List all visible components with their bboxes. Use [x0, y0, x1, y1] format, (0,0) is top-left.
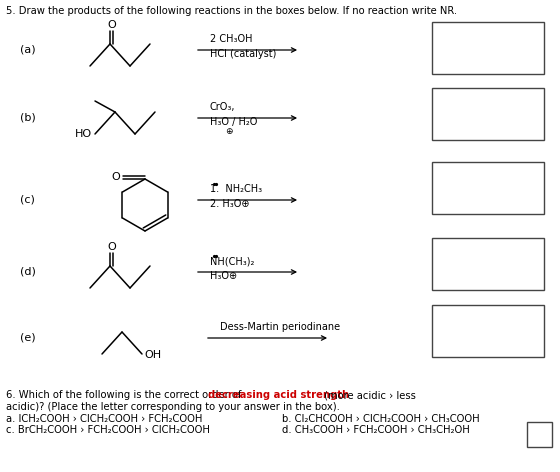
Text: (d): (d) [20, 267, 36, 277]
Text: O: O [107, 242, 116, 252]
Text: acidic)? (Place the letter corresponding to your answer in the box).: acidic)? (Place the letter corresponding… [6, 402, 340, 412]
Text: decreasing acid strength: decreasing acid strength [208, 390, 349, 400]
Text: (e): (e) [20, 333, 36, 343]
Text: 5. Draw the products of the following reactions in the boxes below. If no reacti: 5. Draw the products of the following re… [6, 6, 457, 16]
Text: 2 CH₃OH: 2 CH₃OH [210, 34, 253, 44]
Text: d. CH₃COOH › FCH₂COOH › CH₃CH₂OH: d. CH₃COOH › FCH₂COOH › CH₃CH₂OH [282, 425, 470, 435]
Text: CrO₃,: CrO₃, [210, 102, 236, 112]
Text: O: O [111, 172, 120, 183]
Text: OH: OH [144, 350, 161, 360]
Text: ⊕: ⊕ [225, 127, 232, 136]
Bar [527, 422, 552, 447]
Text: 2. H₃O⊕: 2. H₃O⊕ [210, 199, 250, 209]
Text: (c): (c) [20, 195, 35, 205]
Text: HO: HO [75, 129, 92, 139]
Text: O: O [107, 20, 116, 30]
Text: 1.  NH₂CH₃: 1. NH₂CH₃ [210, 184, 262, 194]
Text: NH(CH₃)₂: NH(CH₃)₂ [210, 256, 254, 266]
Text: (more acidic › less: (more acidic › less [321, 390, 416, 400]
Text: H₃O⊕: H₃O⊕ [210, 271, 237, 281]
Text: (b): (b) [20, 113, 36, 123]
Text: 6. Which of the following is the correct order of: 6. Which of the following is the correct… [6, 390, 245, 400]
Bar [432, 22, 544, 74]
Bar [432, 305, 544, 357]
Text: a. ICH₂COOH › ClCH₂COOH › FCH₂COOH: a. ICH₂COOH › ClCH₂COOH › FCH₂COOH [6, 414, 202, 424]
Bar [432, 162, 544, 214]
Text: b. Cl₂CHCOOH › ClCH₂COOH › CH₃COOH: b. Cl₂CHCOOH › ClCH₂COOH › CH₃COOH [282, 414, 479, 424]
Text: c. BrCH₂COOH › FCH₂COOH › ClCH₂COOH: c. BrCH₂COOH › FCH₂COOH › ClCH₂COOH [6, 425, 210, 435]
Bar [432, 238, 544, 290]
Bar [432, 88, 544, 140]
Text: H₃O / H₂O: H₃O / H₂O [210, 117, 258, 127]
Text: HCl (catalyst): HCl (catalyst) [210, 49, 277, 59]
Text: Dess-Martin periodinane: Dess-Martin periodinane [220, 322, 340, 332]
Text: (a): (a) [20, 45, 36, 55]
